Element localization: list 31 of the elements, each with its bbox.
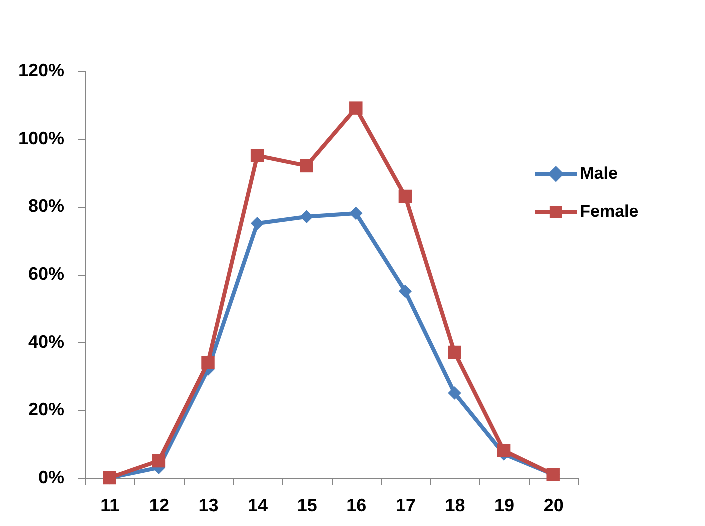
x-tick-label: 18 [445,496,466,516]
y-tick-label: 20% [28,400,64,420]
point [202,356,215,370]
point [398,190,412,204]
legend-label: Female [580,202,639,222]
point [448,386,462,400]
x-tick-label: 15 [297,496,318,516]
point [152,454,166,468]
x-tick-label: 12 [149,496,170,516]
point [350,206,363,220]
point [300,210,314,224]
y-tick-label: 60% [28,264,64,284]
x-tick-label: 20 [544,496,564,516]
x-tick-label: 13 [198,496,219,516]
x-tick-label: 14 [248,496,268,516]
point [300,159,314,173]
point [250,217,264,230]
point [448,346,462,360]
y-tick-label: 80% [28,196,64,216]
point [398,284,412,298]
point [250,149,264,162]
x-tick-label: 16 [346,496,367,516]
point [350,102,363,115]
x-tick-label: 17 [396,496,416,516]
y-tick-label: 100% [18,128,64,148]
y-tick-label: 120% [18,60,64,80]
y-tick-label: 40% [28,332,64,352]
legend-label: Male [580,164,618,184]
x-tick-label: 11 [100,496,120,516]
y-tick-label: 0% [38,468,64,488]
x-tick-label: 19 [494,496,515,516]
